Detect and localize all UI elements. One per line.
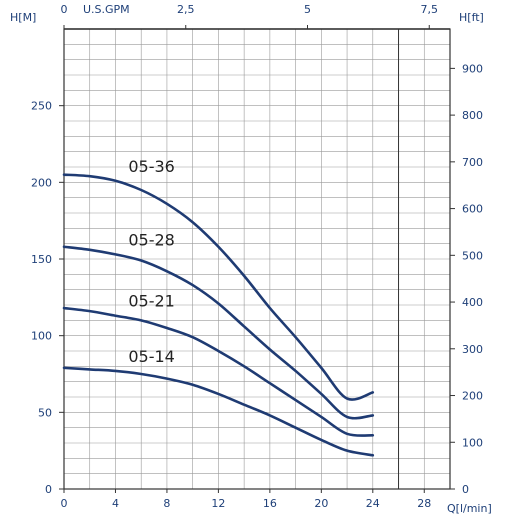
labels: 0 4 8 12 16 20 24 28050100150200250010020030040…: [31, 3, 483, 510]
series-label: 05-28: [128, 230, 175, 249]
y2-tick-label: 500: [462, 249, 483, 262]
y-axis-label: H[M]: [10, 11, 36, 24]
y2-tick-label: 400: [462, 296, 483, 309]
y-tick-label: 0: [45, 483, 52, 496]
x-tick-label: 16: [263, 497, 277, 510]
y-tick-label: 200: [31, 176, 52, 189]
x2-tick-label: 0: [61, 3, 68, 16]
x-tick-label: 28: [417, 497, 431, 510]
y2-axis-label: H[ft]: [459, 11, 484, 24]
x-tick-label: 8: [163, 497, 170, 510]
x-tick-label: 0: [61, 497, 68, 510]
x-tick-label: 24: [366, 497, 380, 510]
series-label: 05-36: [128, 157, 175, 176]
y2-tick-label: 100: [462, 436, 483, 449]
x2-tick-label: 5: [304, 3, 311, 16]
grid: [63, 28, 451, 490]
y2-tick-label: 0: [462, 483, 469, 496]
x-axis-label: Q[l/min]: [447, 502, 492, 515]
x-tick-label: 12: [211, 497, 225, 510]
x-tick-label: 20: [314, 497, 328, 510]
series-line: [62, 366, 375, 457]
y-tick-label: 50: [38, 406, 52, 419]
y2-tick-label: 600: [462, 203, 483, 216]
curves: [62, 173, 375, 457]
y2-tick-label: 200: [462, 390, 483, 403]
y2-tick-label: 800: [462, 109, 483, 122]
axes: [59, 25, 455, 493]
y2-tick-label: 700: [462, 156, 483, 169]
series-line: [62, 173, 375, 401]
series-line: [62, 245, 375, 420]
x2-tick-label: 2,5: [177, 3, 195, 16]
y-tick-label: 250: [31, 100, 52, 113]
y-tick-label: 150: [31, 253, 52, 266]
x2-tick-label: 7,5: [421, 3, 439, 16]
x2-axis-label: U.S.GPM: [83, 3, 130, 16]
y2-tick-label: 300: [462, 343, 483, 356]
series-label: 05-14: [128, 347, 175, 366]
series-line: [62, 306, 375, 437]
y-tick-label: 100: [31, 330, 52, 343]
series-label: 05-21: [128, 292, 175, 311]
y2-tick-label: 900: [462, 62, 483, 75]
x-tick-label: 4: [112, 497, 119, 510]
